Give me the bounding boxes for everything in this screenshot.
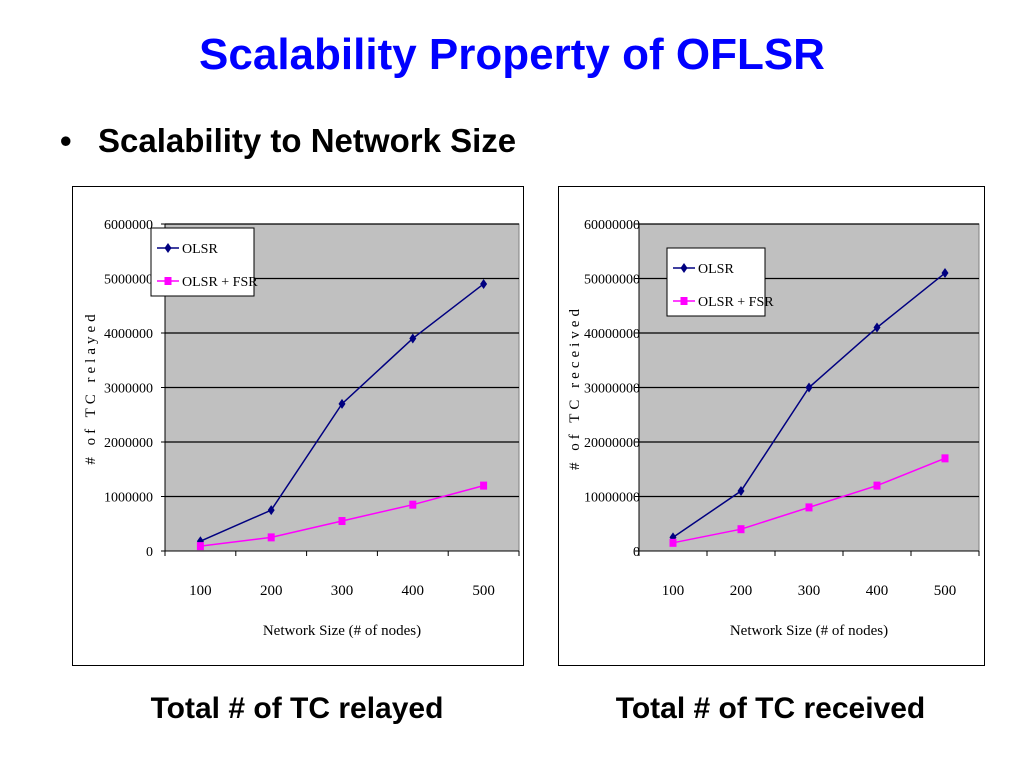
slide-title: Scalability Property of OFLSR (199, 30, 825, 79)
data-point (196, 542, 204, 551)
y-tick-label: 20000000 (584, 436, 640, 451)
y-tick-label: 30000000 (584, 382, 640, 397)
data-point (267, 533, 275, 542)
y-tick-label: 1000000 (104, 491, 153, 506)
bullet-item: • Scalability to Network Size (60, 122, 516, 160)
legend-label: OLSR (182, 242, 218, 257)
chart-tc-received: 0 10000000 20000000 30000000 40000000 5000000… (558, 186, 985, 666)
data-point (805, 382, 813, 393)
caption-tc-relayed: Total # of TC relayed (150, 692, 444, 725)
data-point (941, 454, 949, 463)
x-tick-label: 200 (730, 583, 753, 599)
legend-marker (680, 297, 688, 305)
data-point (267, 505, 275, 516)
x-tick-label: 300 (331, 583, 354, 599)
y-tick-label: 60000000 (584, 218, 640, 233)
y-axis-label: # of TC relayed (83, 310, 99, 464)
x-tick-label: 100 (662, 583, 685, 599)
x-axis-label: Network Size (# of nodes) (263, 623, 421, 639)
bullet-dot: • (60, 122, 72, 159)
y-tick-label: 0 (633, 545, 640, 560)
data-point (873, 322, 881, 333)
y-tick-label: 3000000 (104, 382, 153, 397)
data-point (338, 517, 346, 526)
y-tick-label: 40000000 (584, 327, 640, 342)
legend-marker (680, 263, 688, 273)
data-point (873, 481, 881, 490)
x-tick-label: 500 (934, 583, 957, 599)
x-tick-label: 200 (260, 583, 283, 599)
y-tick-label: 4000000 (104, 327, 153, 342)
legend-marker (164, 277, 172, 285)
x-tick-label: 500 (472, 583, 495, 599)
x-tick-label: 400 (402, 583, 425, 599)
y-tick-label: 10000000 (584, 491, 640, 506)
data-point (737, 525, 745, 534)
legend-marker (164, 243, 172, 253)
legend-label: OLSR + FSR (182, 275, 258, 290)
x-axis-label: Network Size (# of nodes) (730, 623, 888, 639)
data-point (480, 278, 488, 289)
chart-tc-received-svg: 0 10000000 20000000 30000000 40000000 5000000… (567, 218, 980, 639)
bullet-text: Scalability to Network Size (98, 122, 517, 159)
y-tick-label: 50000000 (584, 273, 640, 288)
data-point (805, 503, 813, 512)
y-axis-label: # of TC received (567, 305, 583, 470)
y-tick-label: 2000000 (104, 436, 153, 451)
x-tick-label: 300 (798, 583, 821, 599)
y-tick-label: 6000000 (104, 218, 153, 233)
y-tick-label: 0 (146, 545, 153, 560)
data-point (480, 481, 488, 490)
data-point (409, 333, 417, 344)
data-point (338, 398, 346, 409)
data-point (941, 268, 949, 279)
y-tick-label: 5000000 (104, 273, 153, 288)
x-tick-label: 100 (189, 583, 212, 599)
legend-label: OLSR + FSR (698, 295, 774, 310)
x-tick-label: 400 (866, 583, 889, 599)
legend-label: OLSR (698, 262, 734, 277)
chart-tc-relayed-svg: 0 1000000 2000000 3000000 4000000 5000000 6000… (83, 218, 520, 639)
data-point (409, 500, 417, 509)
data-point (669, 538, 677, 547)
caption-tc-received: Total # of TC received (615, 692, 926, 725)
data-point (737, 486, 745, 497)
chart-tc-relayed: 0 1000000 2000000 3000000 4000000 5000000 6000… (72, 186, 524, 666)
